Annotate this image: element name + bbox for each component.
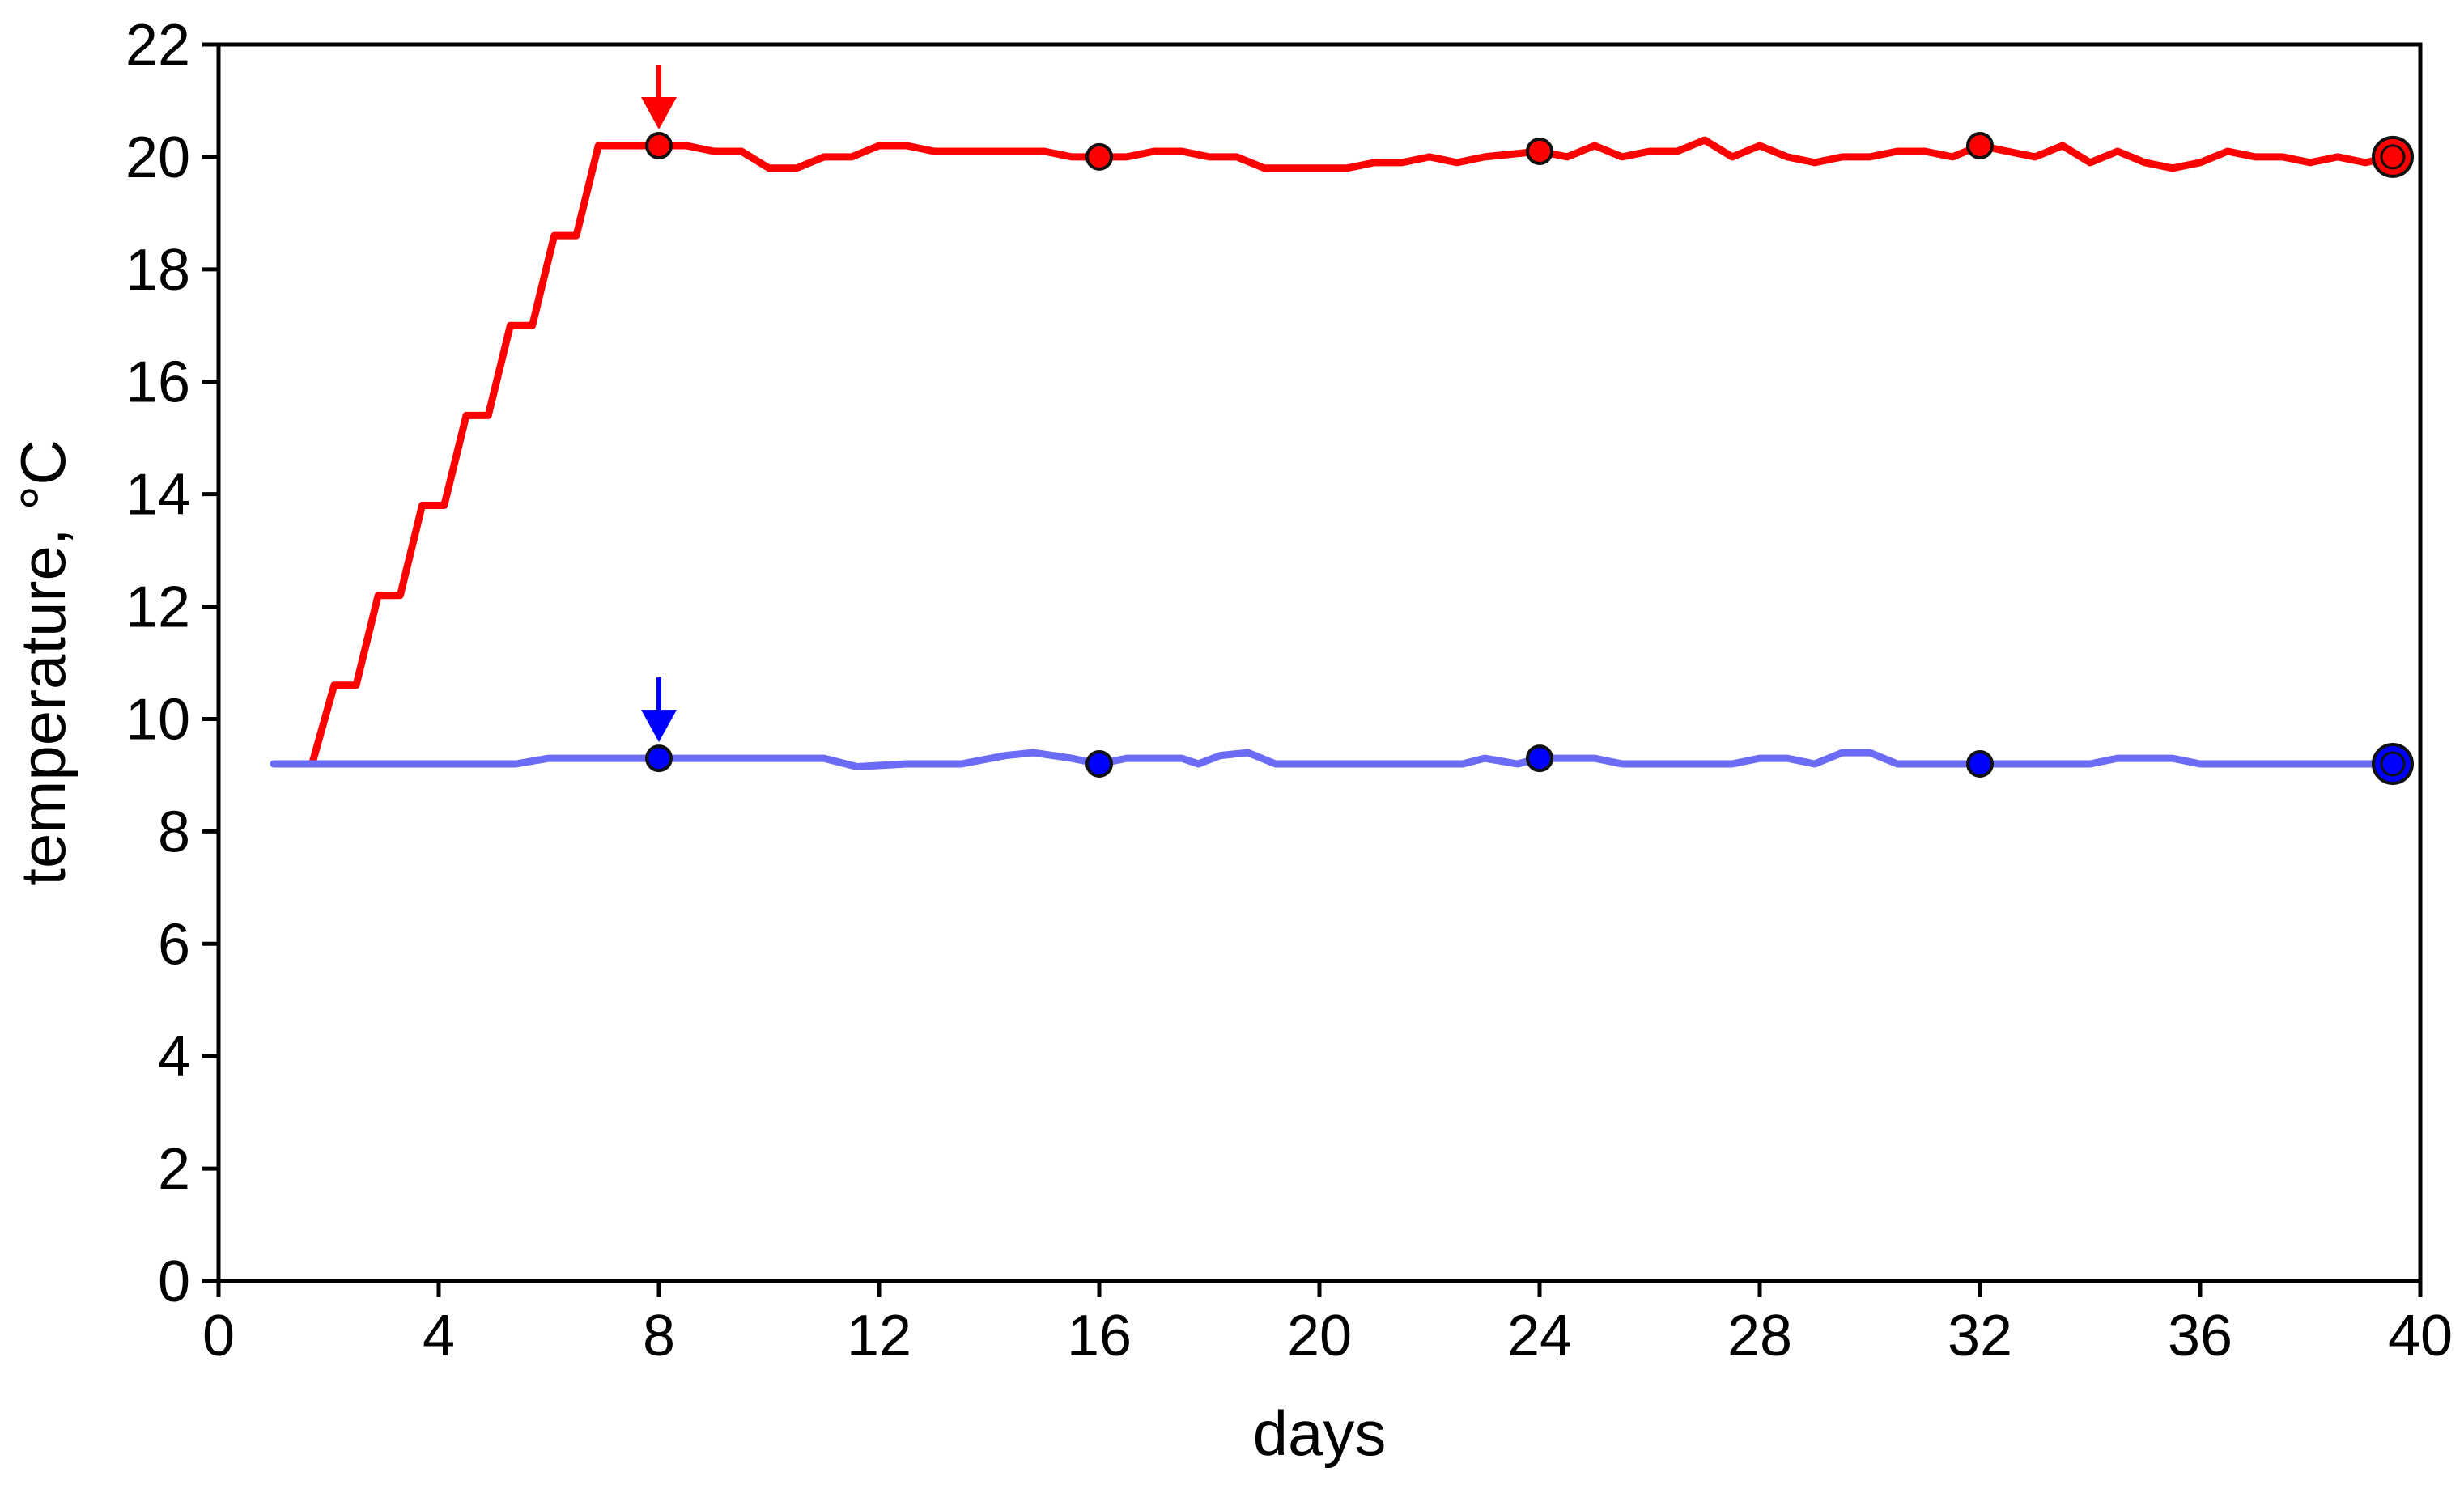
- y-tick-label: 14: [125, 463, 190, 528]
- y-tick-label: 8: [158, 800, 190, 864]
- series-1-marker: [1526, 744, 1553, 773]
- x-tick-label: 8: [643, 1304, 675, 1368]
- y-axis-label: temperature, °C: [7, 439, 79, 885]
- y-tick-label: 16: [125, 350, 190, 415]
- series-0-marker: [1966, 132, 1994, 160]
- series-1-marker: [1966, 750, 1994, 778]
- x-tick-label: 28: [1727, 1304, 1792, 1368]
- y-tick-label: 20: [125, 125, 190, 190]
- series-0-marker: [1085, 142, 1113, 171]
- y-tick-label: 10: [125, 687, 190, 752]
- series-1-marker: [645, 744, 673, 773]
- plot-area: [270, 65, 2414, 786]
- y-tick-label: 4: [158, 1024, 190, 1089]
- x-tick-label: 12: [847, 1304, 911, 1368]
- x-tick-label: 24: [1507, 1304, 1572, 1368]
- series-0-marker: [645, 132, 673, 160]
- x-tick-label: 32: [1948, 1304, 2012, 1368]
- series-1-line: [270, 749, 2397, 770]
- y-tick-label: 2: [158, 1137, 190, 1202]
- y-tick-label: 6: [158, 912, 190, 977]
- x-axis-label: days: [1253, 1398, 1387, 1469]
- plot-frame: [216, 42, 2423, 1283]
- x-tick-label: 36: [2168, 1304, 2232, 1368]
- x-tick-label: 4: [423, 1304, 455, 1368]
- series-0-arrow: [641, 65, 677, 130]
- y-tick-label: 18: [125, 238, 190, 303]
- series-0-marker: [1526, 137, 1553, 165]
- y-tick-label: 12: [125, 575, 190, 640]
- x-tick-label: 20: [1287, 1304, 1352, 1368]
- y-tick-label: 22: [125, 13, 190, 78]
- x-tick-label: 0: [202, 1304, 235, 1368]
- series-0-end-marker: [2372, 135, 2414, 178]
- y-tick-label: 0: [158, 1249, 190, 1314]
- x-tick-label: 40: [2388, 1304, 2453, 1368]
- series-1-marker: [1085, 750, 1113, 778]
- series-1-arrow: [641, 677, 677, 743]
- x-tick-label: 16: [1067, 1304, 1132, 1368]
- series-1-end-marker: [2372, 743, 2414, 786]
- series-0-line: [308, 136, 2397, 768]
